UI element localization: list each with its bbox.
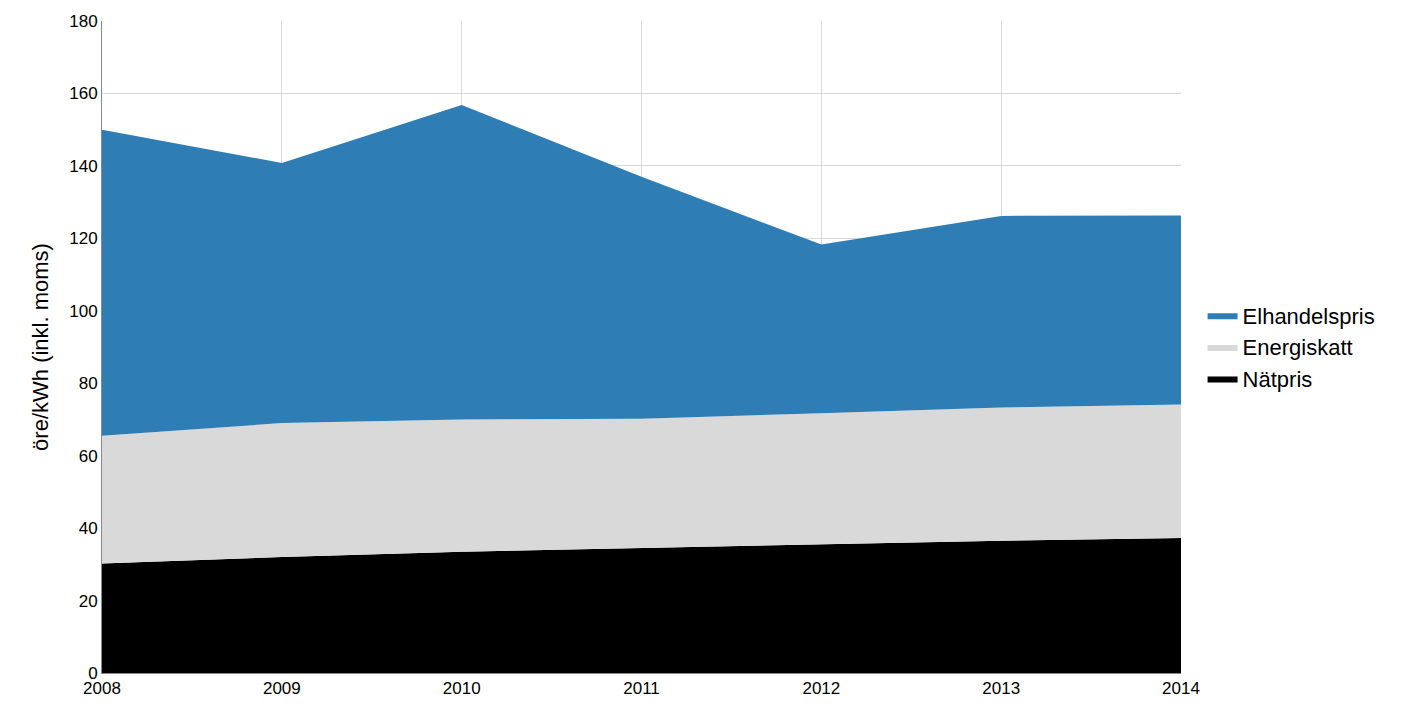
svg-text:160: 160 [69, 84, 97, 103]
svg-text:40: 40 [79, 519, 98, 538]
svg-text:2009: 2009 [263, 679, 301, 698]
svg-text:60: 60 [79, 447, 98, 466]
svg-text:öre/kWh (inkl. moms): öre/kWh (inkl. moms) [28, 243, 53, 451]
svg-text:2008: 2008 [83, 679, 121, 698]
svg-text:2010: 2010 [443, 679, 481, 698]
svg-text:20: 20 [79, 592, 98, 611]
svg-text:2012: 2012 [802, 679, 840, 698]
svg-text:2011: 2011 [623, 679, 660, 698]
svg-text:100: 100 [69, 302, 97, 321]
svg-text:2013: 2013 [982, 679, 1020, 698]
svg-text:120: 120 [69, 229, 97, 248]
svg-text:0: 0 [88, 664, 97, 683]
svg-text:180: 180 [69, 12, 97, 31]
svg-text:Nätpris: Nätpris [1243, 367, 1313, 392]
svg-text:2014: 2014 [1162, 679, 1200, 698]
svg-text:Elhandelspris: Elhandelspris [1243, 304, 1375, 329]
svg-text:80: 80 [79, 374, 98, 393]
svg-text:140: 140 [69, 157, 97, 176]
svg-text:Energiskatt: Energiskatt [1243, 335, 1353, 360]
